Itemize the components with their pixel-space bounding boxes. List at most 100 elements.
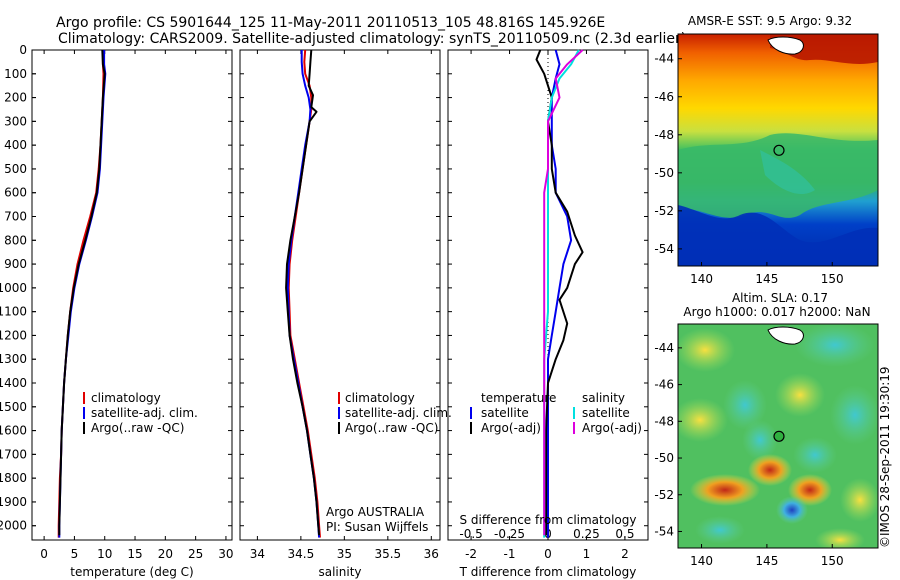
- x-tick-label: 0: [40, 547, 48, 561]
- series-t-satellite: [547, 49, 573, 538]
- salinity-axis-label: salinity: [318, 565, 361, 579]
- legend-label-s-argo: Argo(-adj): [582, 421, 642, 435]
- map-y-tick-label: -48: [654, 414, 674, 428]
- annotation-pi: PI: Susan Wijffels: [326, 520, 428, 534]
- legend-title-temperature: temperature: [481, 391, 556, 405]
- imos-credit: ©IMOS 28-Sep-2011 19:30:19: [878, 366, 892, 548]
- x-tick-label: 35: [337, 547, 352, 561]
- map-y-tick-label: -48: [654, 128, 674, 142]
- series-climatology: [287, 49, 321, 538]
- x-tick-label: -1: [504, 547, 516, 561]
- x-tick-label: 15: [127, 547, 142, 561]
- salinity-plot: 34 34.5 35 35.5 36: [240, 49, 440, 561]
- map-y-tick-label: -44: [654, 341, 674, 355]
- legend-label-satellite: satellite-adj. clim.: [345, 406, 452, 420]
- map-y-tick-label: -50: [654, 451, 674, 465]
- legend-label-argo: Argo(..raw -QC): [345, 421, 438, 435]
- x-tick-label: 30: [218, 547, 233, 561]
- series-climatology: [57, 50, 105, 538]
- depth-tick-label: 900: [4, 257, 27, 271]
- depth-tick-label: 1300: [0, 352, 27, 366]
- legend-label-satellite: satellite-adj. clim.: [91, 406, 198, 420]
- s-tick-label: 0.5: [615, 527, 634, 541]
- map-y-tick-label: -54: [654, 242, 674, 256]
- difference-legend: temperature satellite Argo(-adj) salinit…: [470, 391, 642, 435]
- x-tick-label: 36: [424, 547, 439, 561]
- s-tick-label: -0.25: [494, 527, 525, 541]
- depth-tick-label: 500: [4, 162, 27, 176]
- depth-tick-label: 1400: [0, 376, 27, 390]
- depth-tick-label: 1900: [0, 495, 27, 509]
- depth-tick-label: 600: [4, 186, 27, 200]
- series-argo-raw-qc-: [58, 49, 106, 536]
- map-y-tick-label: -46: [654, 90, 674, 104]
- x-tick-label: 35.5: [374, 547, 401, 561]
- tasmania-land: [767, 36, 804, 55]
- x-tick-label: 2: [621, 547, 629, 561]
- x-tick-label: -2: [465, 547, 477, 561]
- depth-tick-label: 1700: [0, 447, 27, 461]
- sst-map-axes: 140 145 150 -44 -46 -48 -50 -52 -54: [654, 52, 843, 286]
- sst-map-frame: [677, 33, 879, 267]
- temperature-panel-frame: [31, 49, 233, 541]
- sla-map-title-2: Argo h1000: 0.017 h2000: NaN: [683, 305, 870, 319]
- temperature-legend: climatology satellite-adj. clim. Argo(..…: [83, 391, 198, 435]
- title-line-2: Climatology: CARS2009. Satellite-adjuste…: [58, 31, 686, 47]
- series-argo-raw-qc-: [285, 49, 321, 536]
- map-y-tick-label: -50: [654, 166, 674, 180]
- s-tick-label: -0.5: [459, 527, 482, 541]
- depth-tick-label: 700: [4, 210, 27, 224]
- legend-label-argo: Argo(..raw -QC): [91, 421, 184, 435]
- sla-map-frame: [677, 323, 879, 549]
- series-satellite-adj-clim-: [58, 50, 107, 538]
- depth-tick-label: 1100: [0, 305, 27, 319]
- depth-tick-label: 200: [4, 91, 27, 105]
- map-y-tick-label: -46: [654, 378, 674, 392]
- depth-tick-label: 0: [19, 43, 27, 57]
- x-tick-label: 25: [188, 547, 203, 561]
- depth-tick-label: 2000: [0, 519, 27, 533]
- depth-tick-label: 1200: [0, 328, 27, 342]
- annotation-argo-australia: Argo AUSTRALIA: [326, 505, 425, 519]
- map-x-tick-label: 140: [690, 272, 713, 286]
- x-tick-label: 34: [250, 547, 265, 561]
- salinity-legend: climatology satellite-adj. clim. Argo(..…: [326, 391, 452, 534]
- depth-tick-label: 1800: [0, 471, 27, 485]
- title-line-1: Argo profile: CS 5901644_125 11-May-2011…: [56, 15, 605, 31]
- map-x-tick-label: 150: [821, 554, 844, 568]
- temperature-plot: 0 5 10 15 20 25 30: [32, 49, 234, 561]
- legend-label-climatology: climatology: [91, 391, 161, 405]
- x-tick-label: 1: [583, 547, 591, 561]
- legend-label-t-satellite: satellite: [481, 406, 529, 420]
- argo-position-marker: [773, 144, 785, 156]
- map-y-tick-label: -52: [654, 488, 674, 502]
- x-tick-label: 5: [71, 547, 79, 561]
- x-tick-label: 20: [158, 547, 173, 561]
- depth-tick-label: 1000: [0, 281, 27, 295]
- depth-tick-label: 1600: [0, 424, 27, 438]
- s-difference-axis-label: S difference from climatology: [460, 513, 637, 527]
- sla-map-axes: 140 145 150 -44 -46 -48 -50 -52 -54: [654, 341, 843, 568]
- salinity-panel-frame: [239, 49, 441, 541]
- sst-map-field: [678, 34, 878, 266]
- map-y-tick-label: -54: [654, 524, 674, 538]
- depth-tick-label: 400: [4, 138, 27, 152]
- series-satellite-adj-clim-: [286, 50, 321, 538]
- depth-tick-label: 800: [4, 233, 27, 247]
- series-s-argo-adj-: [543, 49, 584, 536]
- sla-map-field: [678, 324, 878, 548]
- x-tick-label: 0: [544, 547, 552, 561]
- x-tick-label: 34.5: [288, 547, 315, 561]
- argo-position-marker: [773, 430, 785, 442]
- sst-map-title: AMSR-E SST: 9.5 Argo: 9.32: [688, 14, 852, 28]
- legend-label-climatology: climatology: [345, 391, 415, 405]
- legend-label-t-argo: Argo(-adj): [481, 421, 541, 435]
- map-x-tick-label: 145: [755, 554, 778, 568]
- map-x-tick-label: 140: [690, 554, 713, 568]
- t-difference-axis-label: T difference from climatology: [459, 565, 637, 579]
- series-s-satellite: [543, 49, 580, 538]
- x-tick-label: 10: [97, 547, 112, 561]
- sla-map-title-1: Altim. SLA: 0.17: [732, 291, 828, 305]
